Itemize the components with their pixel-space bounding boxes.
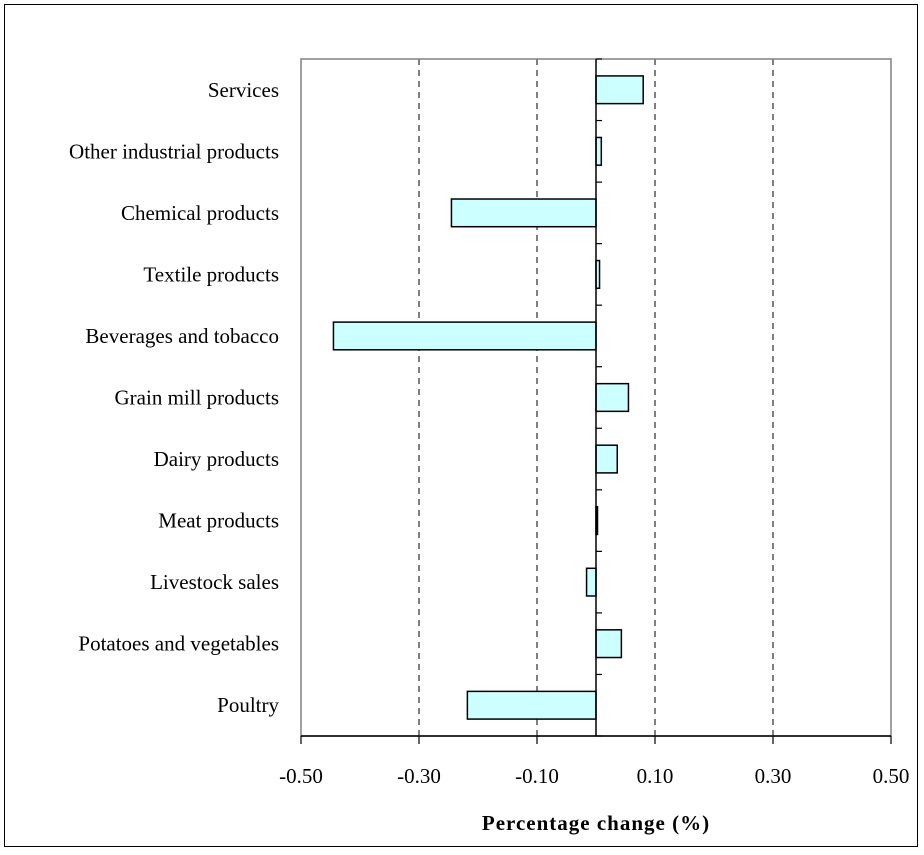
bar [595,382,630,413]
bar [595,136,603,166]
x-tick-label: -0.10 [515,764,559,788]
category-label: Textile products [143,262,279,286]
gridlines [418,59,774,736]
x-tick-label: 0.10 [637,764,674,788]
category-label: Chemical products [121,201,279,225]
bar [332,321,597,351]
category-label: Dairy products [154,447,279,471]
x-axis-title: Percentage change (%) [482,811,710,835]
x-tick-labels: -0.50 -0.30 -0.10 0.10 0.30 0.50 [279,764,909,788]
category-label: Grain mill products [115,386,279,410]
category-label: Poultry [217,693,279,717]
bar [595,444,618,474]
category-label: Beverages and tobacco [85,324,279,348]
category-label: Services [208,78,279,102]
category-labels: Services Other industrial products Chemica… [69,78,279,717]
category-label: Other industrial products [69,139,279,163]
bar [466,690,597,720]
category-label: Livestock sales [150,570,279,594]
chart-frame: Services Other industrial products Chemica… [4,4,918,847]
category-label: Meat products [158,509,279,533]
x-tick-label: 0.30 [755,764,792,788]
x-tick-label: -0.50 [279,764,323,788]
axes [300,58,892,744]
bar [595,75,644,105]
category-label: Potatoes and vegetables [78,632,279,656]
bar [585,567,597,597]
bar-chart: Services Other industrial products Chemica… [69,58,909,835]
bar [450,198,597,228]
bar [595,629,623,659]
x-tick-label: 0.50 [873,764,910,788]
x-tick-label: -0.30 [397,764,441,788]
